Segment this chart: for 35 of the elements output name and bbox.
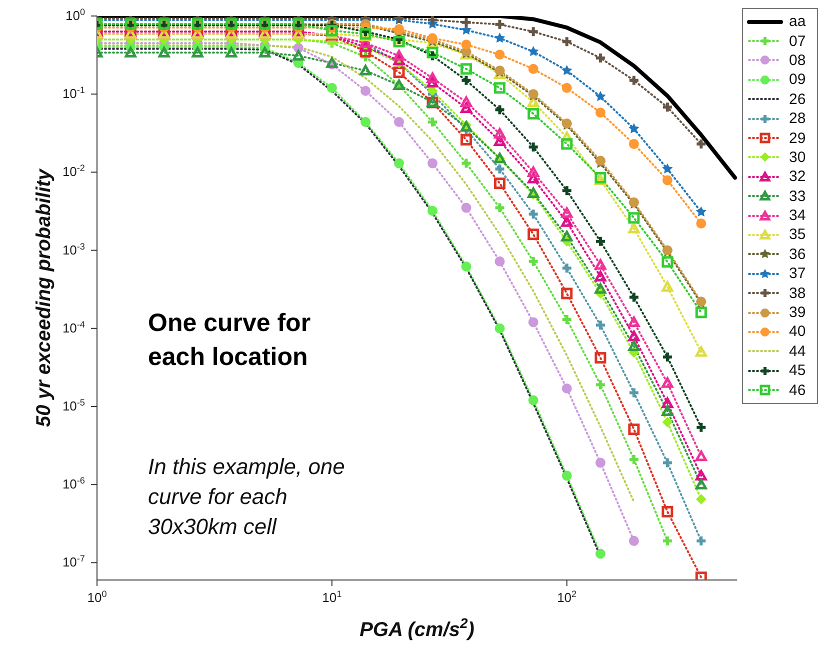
legend-label: 37 <box>789 265 806 282</box>
legend-label: aa <box>789 13 806 30</box>
legend-label: 38 <box>789 284 806 302</box>
annotation: In this example, one curve for each 30x30km cell <box>148 454 345 539</box>
y-tick-label: 10$^{-5}$ <box>62 397 85 414</box>
legend-label: 46 <box>789 382 806 399</box>
legend-label: 32 <box>789 168 806 186</box>
x-tick-label: 10$^{2}$ <box>557 589 577 605</box>
y-tick-label: 10$^{-2}$ <box>62 163 85 180</box>
y-tick-label: 10$^{-4}$ <box>62 319 85 336</box>
x-tick-label: 10$^{0}$ <box>87 589 107 605</box>
legend-label: 29 <box>789 130 806 147</box>
legend-label: 45 <box>789 362 806 380</box>
legend-label: 30 <box>789 148 806 166</box>
y-tick-label: 10$^{0}$ <box>65 7 85 23</box>
legend-label: 40 <box>789 323 806 340</box>
x-tick-label: 10$^{1}$ <box>322 589 342 605</box>
y-tick-label: 10$^{-6}$ <box>62 476 85 492</box>
legend-label: 44 <box>789 342 806 360</box>
legend-label: 34 <box>789 207 806 224</box>
legend-label: 33 <box>789 188 806 205</box>
legend-label: 39 <box>789 304 806 322</box>
y-tick-label: 10$^{-3}$ <box>62 241 85 258</box>
legend-label: 08 <box>789 52 806 69</box>
x-axis-title: PGA (cm/s$^{2}$) <box>360 615 475 641</box>
annotation: One curve for each location <box>148 309 311 371</box>
y-tick-label: 10$^{-7}$ <box>62 554 85 570</box>
legend-label: 35 <box>789 226 806 244</box>
y-axis-title: 50 yr exceeding probability <box>33 168 55 427</box>
y-tick-label: 10$^{-1}$ <box>62 85 85 102</box>
legend-label: 09 <box>789 71 806 88</box>
legend-label: 26 <box>789 90 806 108</box>
legend-label: 07 <box>789 32 806 50</box>
legend-label: 36 <box>789 246 806 263</box>
legend-label: 28 <box>789 110 806 128</box>
